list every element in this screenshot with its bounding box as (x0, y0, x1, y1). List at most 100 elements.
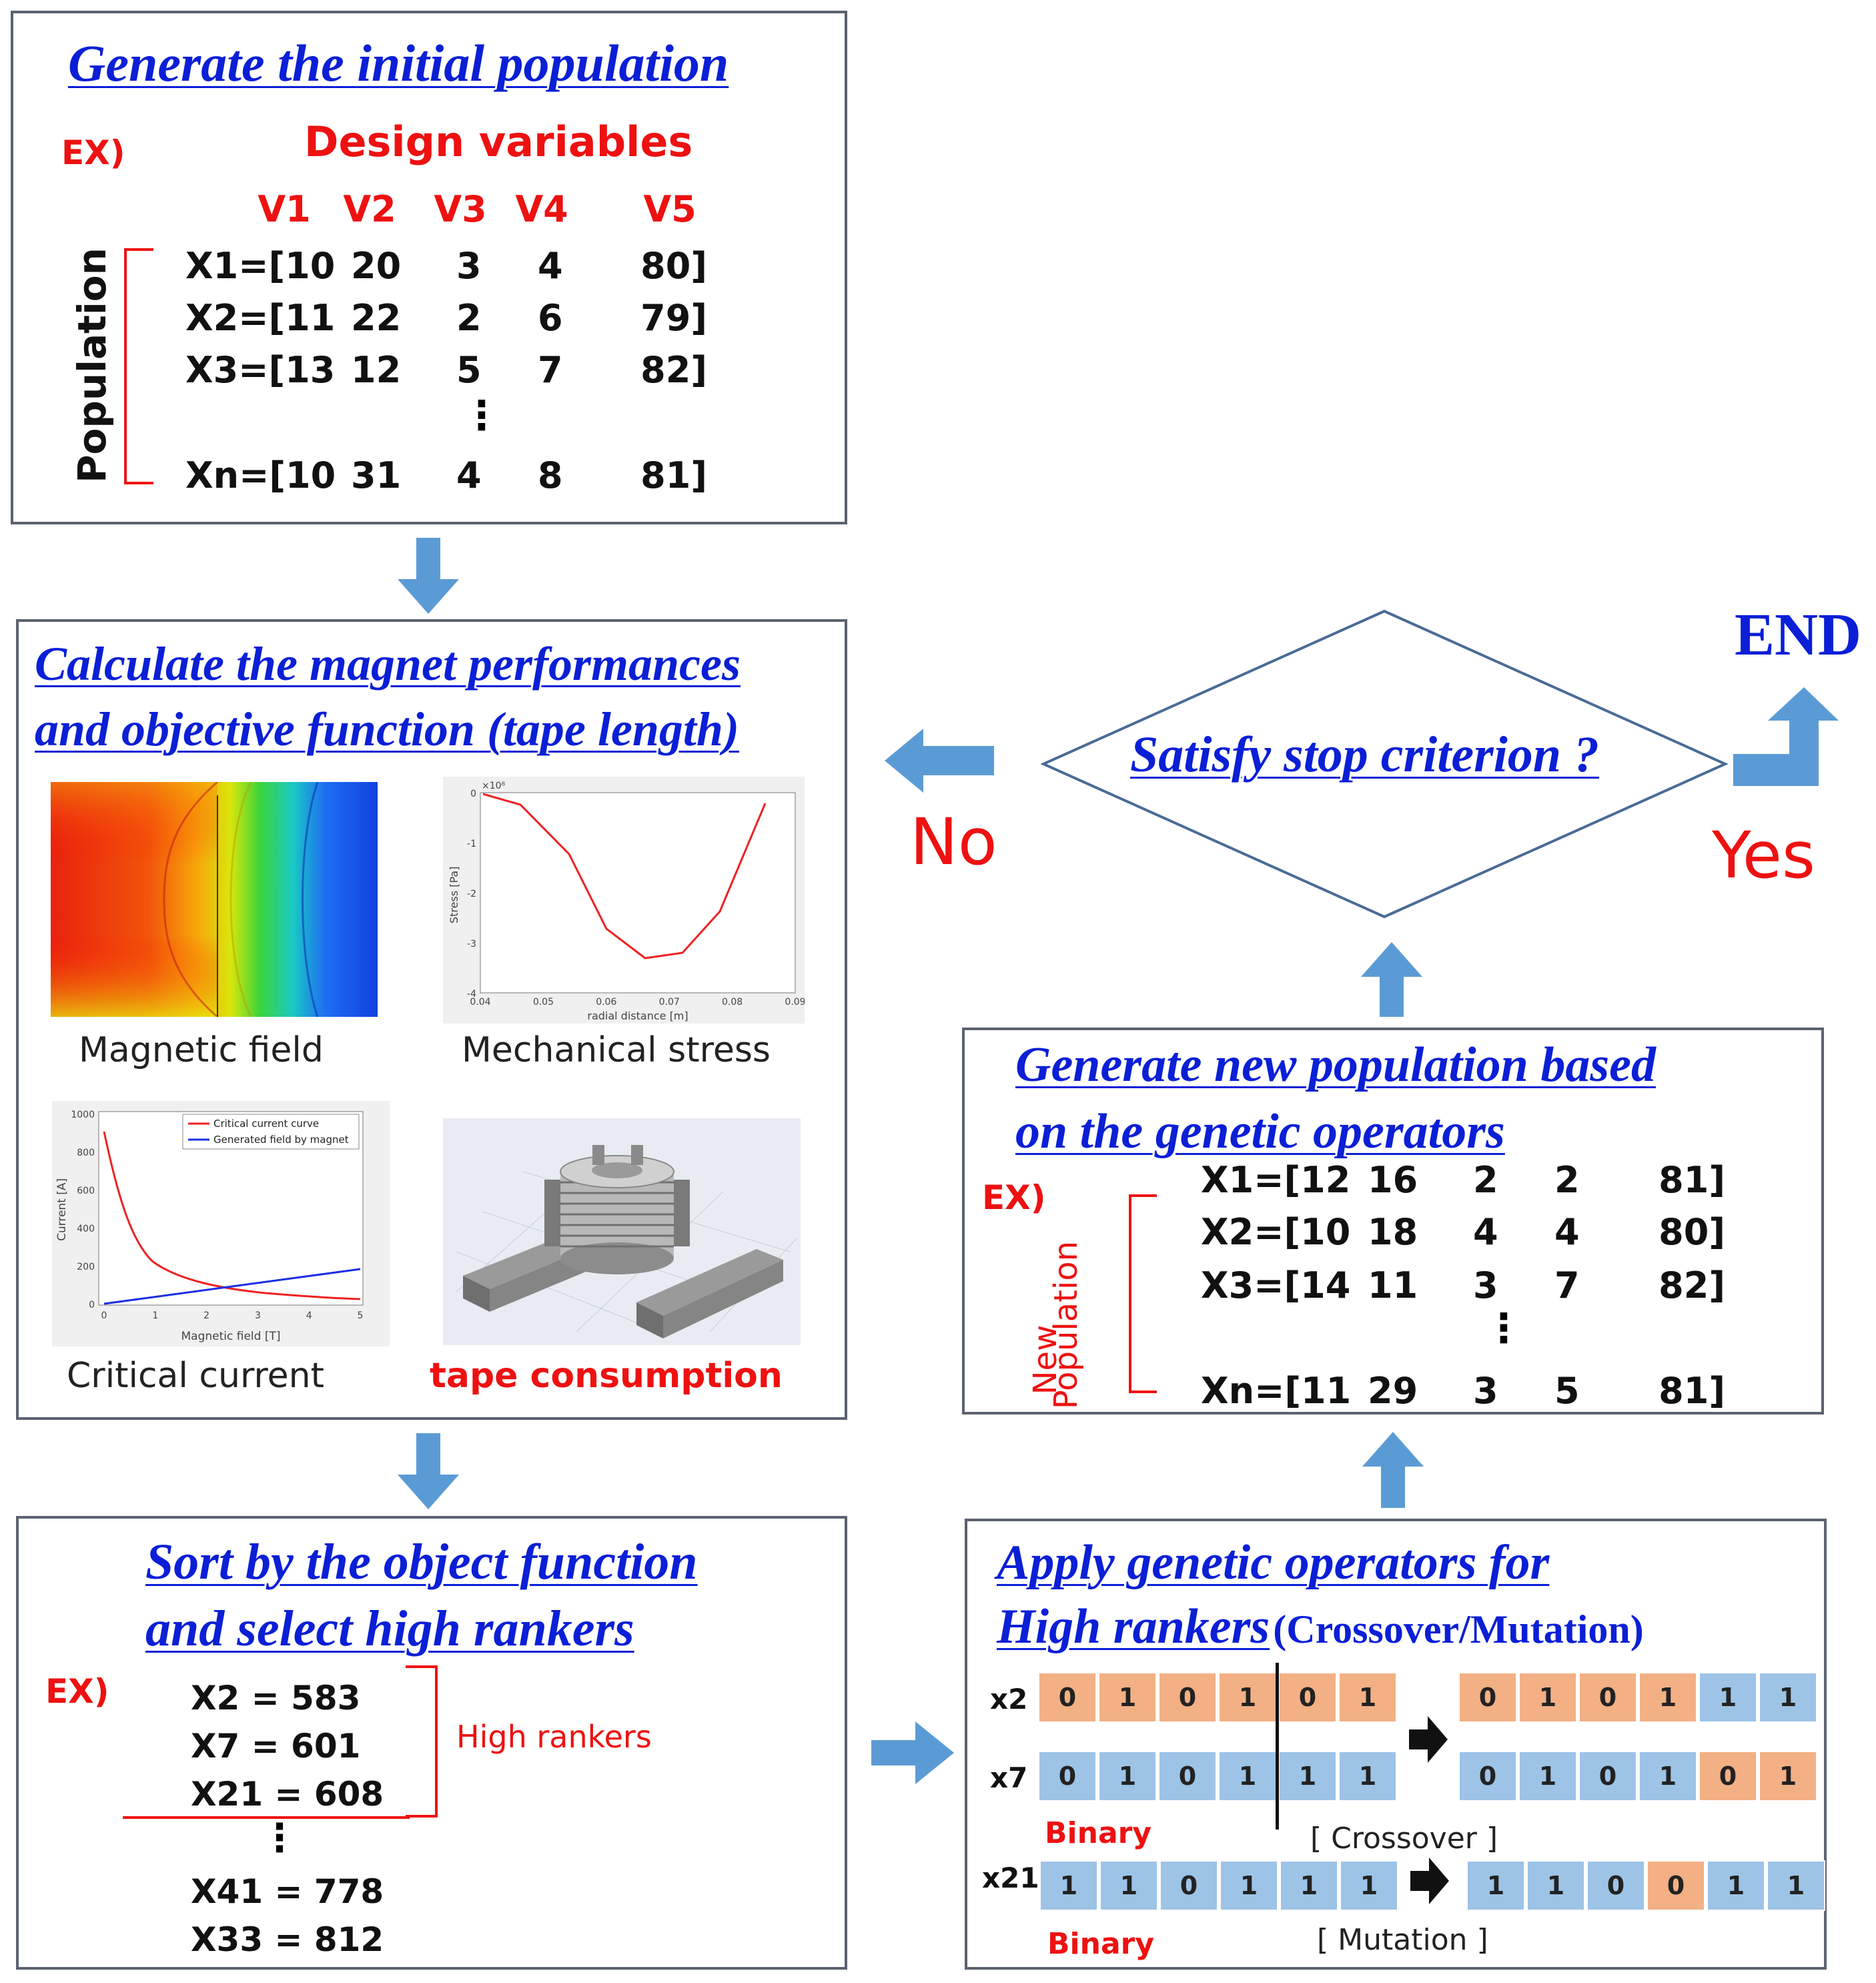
bit-cell: 1 (1098, 1751, 1157, 1802)
example-label: EX) (45, 1672, 109, 1711)
up-arrow-icon (1362, 1432, 1424, 1508)
stop-criterion-diamond (1041, 609, 1728, 919)
critical-x-tick: 0 (101, 1310, 107, 1321)
critical-y-tick: 200 (77, 1262, 95, 1272)
population-row: Xn=[10 31 4 8 81] (185, 454, 707, 496)
box-title-line1: Sort by the object function (145, 1534, 698, 1590)
example-label: EX) (61, 133, 125, 172)
bit-cell: 0 (1578, 1751, 1637, 1802)
no-label: No (910, 805, 997, 879)
stress-x-tick: 0.05 (533, 997, 554, 1008)
bit-cell: 1 (1338, 1751, 1397, 1802)
stop-criterion-text: Satisfy stop criterion ? (1130, 727, 1600, 783)
bit-cell: 1 (1767, 1860, 1825, 1911)
crossover-point-line (1276, 1663, 1279, 1830)
critical-x-tick: 5 (358, 1310, 364, 1321)
stress-y-tick: 0 (470, 789, 476, 799)
critical-y-tick: 1000 (71, 1110, 95, 1120)
critical-x-tick: 4 (306, 1310, 312, 1321)
bit-cell: 0 (1699, 1751, 1757, 1802)
var-header: V1 (258, 188, 311, 230)
bit-cell: 0 (1458, 1672, 1517, 1723)
bit-cell: 1 (1218, 1751, 1277, 1802)
critical-x-tick: 3 (255, 1310, 261, 1321)
critical-legend-1: Critical current curve (213, 1118, 319, 1130)
ellipsis: ⋮ (260, 1815, 299, 1860)
title-line2-wrap: High rankers (Crossover/Mutation) (997, 1599, 1644, 1655)
population-row: X1=[10 20 3 4 80] (185, 245, 707, 287)
box-title-line2: and select high rankers (145, 1601, 634, 1657)
ellipsis: ⋮ (462, 392, 502, 439)
mechanical-stress-caption: Mechanical stress (462, 1030, 771, 1070)
critical-legend-2: Generated field by magnet (213, 1134, 349, 1146)
new-population-box: Generate new population based on the gen… (962, 1028, 1824, 1415)
bit-cell: 0 (1038, 1751, 1097, 1802)
magnetic-field-caption: Magnetic field (79, 1030, 324, 1070)
box-title: Generate the initial population (68, 34, 729, 92)
magnetic-field-image (51, 782, 378, 1017)
var-header: V2 (343, 188, 396, 230)
mechanical-stress-plot: ×10⁸ Stress [Pa] radial distance [m] 0.0… (443, 777, 805, 1024)
new-population-bracket (1129, 1194, 1157, 1393)
selection-cutoff-line (123, 1816, 410, 1819)
operators-suffix: (Crossover/Mutation) (1273, 1607, 1644, 1651)
stress-y-tick: -3 (467, 939, 476, 949)
critical-x-tick: 1 (152, 1310, 158, 1321)
magnet-performance-box: Calculate the magnet performances and ob… (16, 619, 847, 1420)
bit-cell: 1 (1759, 1751, 1817, 1802)
down-arrow-icon (398, 1433, 459, 1509)
bit-cell: 1 (1638, 1672, 1697, 1723)
stress-x-tick: 0.07 (659, 997, 680, 1008)
bit-cell: 1 (1098, 1672, 1157, 1723)
bit-cell: 0 (1278, 1672, 1337, 1723)
yes-bent-arrow-icon (1733, 687, 1839, 786)
bit-cell: 1 (1220, 1860, 1278, 1911)
stress-y-tick: -1 (467, 839, 476, 849)
bit-cell: 1 (1218, 1672, 1277, 1723)
initial-population-box: Generate the initial population EX) Desi… (11, 11, 847, 524)
bit-cell: 0 (1158, 1672, 1217, 1723)
bit-cell: 0 (1458, 1751, 1517, 1802)
bit-cell: 1 (1280, 1860, 1338, 1911)
example-label: EX) (982, 1178, 1046, 1217)
up-arrow-icon (1361, 942, 1422, 1017)
var-header: V5 (643, 188, 696, 230)
stress-x-tick: 0.04 (470, 997, 490, 1008)
arrow-right-icon (1410, 1858, 1449, 1904)
new-population-row: X3=[14 11 3 7 82] (1201, 1264, 1725, 1306)
high-rankers-label: High rankers (456, 1719, 652, 1755)
bit-cell: 0 (1647, 1860, 1705, 1911)
ellipsis: ⋮ (1484, 1305, 1524, 1352)
bit-cell: 1 (1466, 1860, 1525, 1911)
stress-y-tick: -4 (467, 989, 476, 1000)
critical-y-tick: 400 (77, 1224, 95, 1234)
down-arrow-icon (398, 538, 459, 614)
x21-label: x21 (982, 1862, 1039, 1894)
bit-cell: 1 (1699, 1672, 1757, 1723)
design-variables-label: Design variables (304, 117, 693, 166)
population-row: X2=[11 22 2 6 79] (185, 297, 707, 339)
critical-current-plot: Current [A] Magnetic field [T] 0 1 2 3 4 5 0 2… (52, 1101, 390, 1346)
stress-x-axis-label: radial distance [m] (587, 1010, 688, 1022)
stress-x-tick: 0.08 (722, 997, 743, 1008)
critical-y-tick: 0 (89, 1300, 95, 1310)
bit-cell: 1 (1278, 1751, 1337, 1802)
critical-x-axis-label: Magnetic field [T] (181, 1330, 281, 1343)
stress-exponent-label: ×10⁸ (482, 781, 506, 791)
bit-cell: 1 (1707, 1860, 1765, 1911)
bit-cell: 0 (1158, 1751, 1217, 1802)
binary-label: Binary (1045, 1816, 1152, 1850)
new-population-row: X1=[12 16 2 2 81] (1201, 1159, 1725, 1201)
ranked-entry: X2 = 583 (191, 1679, 361, 1717)
box-title-line2: and objective function (tape length) (35, 703, 739, 756)
bit-cell: 1 (1518, 1751, 1577, 1802)
left-arrow-icon (885, 729, 994, 793)
ranked-entry: X21 = 608 (191, 1775, 384, 1814)
population-row: X3=[13 12 5 7 82] (185, 349, 707, 391)
new-population-row: X2=[10 18 4 4 80] (1201, 1211, 1725, 1253)
bit-cell: 0 (1586, 1860, 1645, 1911)
yes-label: Yes (1712, 818, 1815, 893)
stress-x-tick: 0.06 (596, 997, 616, 1008)
ranked-entry: X7 = 601 (191, 1727, 361, 1765)
bit-cell: 1 (1039, 1860, 1098, 1911)
